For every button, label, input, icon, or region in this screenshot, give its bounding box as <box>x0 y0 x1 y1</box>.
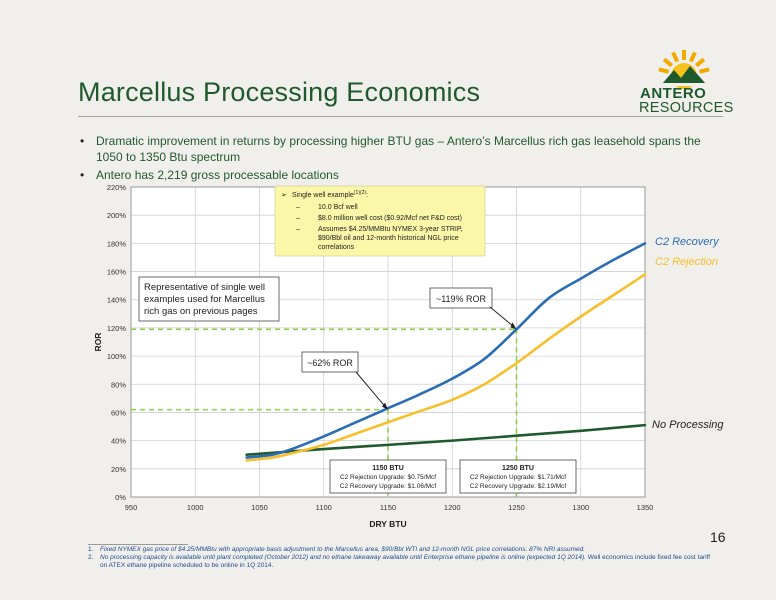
series-line-c2-recovery <box>245 242 647 459</box>
y-tick-label: 40% <box>111 437 126 446</box>
footnotes: 1. Fixed NYMEX gas price of $4.25/MMBtu … <box>88 546 713 570</box>
y-tick-label: 120% <box>107 324 127 333</box>
arrowhead-icon <box>382 402 388 410</box>
callout-item: $8.0 million well cost ($0.92/Mcf net F&… <box>318 215 462 222</box>
series-line-c2-rejection <box>245 273 647 462</box>
arrow-bullet-icon: ➢ <box>281 192 287 199</box>
x-tick-label: 950 <box>125 503 138 512</box>
btu-box-line: C2 Recovery Upgrade: $2.19/Mcf <box>470 483 567 490</box>
y-tick-label: 80% <box>111 380 126 389</box>
footnote-2: 2. No processing capacity is available u… <box>88 554 711 569</box>
x-tick-label: 1100 <box>316 503 332 512</box>
ror-callout-label: ~119% ROR <box>436 294 487 304</box>
page-title: Marcellus Processing Economics <box>78 77 481 107</box>
antero-logo-icon <box>658 50 710 89</box>
footnote-1: 1. Fixed NYMEX gas price of $4.25/MMBtu … <box>88 546 586 553</box>
x-tick-label: 1000 <box>187 503 204 512</box>
x-tick-label: 1350 <box>637 503 654 512</box>
arrowhead-icon <box>510 322 517 330</box>
x-tick-label: 1250 <box>508 503 525 512</box>
y-tick-label: 140% <box>107 296 127 305</box>
note-box-line: examples used for Marcellus <box>144 294 265 305</box>
btu-upgrade-box <box>459 459 577 494</box>
x-tick-label: 1300 <box>572 503 589 512</box>
y-tick-label: 220% <box>107 183 127 192</box>
page-number: 16 <box>710 529 726 545</box>
btu-box-title: 1150 BTU <box>372 465 404 472</box>
bullet-item: Dramatic improvement in returns by proce… <box>78 133 718 165</box>
representative-note-box <box>138 276 280 322</box>
ror-callout-arrow <box>489 306 515 328</box>
y-tick-label: 0% <box>115 493 126 502</box>
logo-name: ANTERO <box>640 85 707 102</box>
y-tick-label: 100% <box>107 352 127 361</box>
x-axis-title: DRY BTU <box>369 519 406 529</box>
y-tick-label: 160% <box>107 268 127 277</box>
ror-callout-box <box>429 287 493 309</box>
callout-item: 10.0 Bcf well <box>318 204 358 211</box>
series-label: No Processing <box>652 419 724 431</box>
series-label: C2 Rejection <box>655 256 718 268</box>
btu-box-line: C2 Rejection Upgrade: $1.71/Mcf <box>470 474 566 481</box>
callout-item: correlations <box>318 244 355 251</box>
footnote-divider <box>88 544 188 545</box>
logo-subname: RESOURCES <box>639 100 734 116</box>
btu-box-title: 1250 BTU <box>502 465 534 472</box>
note-box-line: rich gas on previous pages <box>144 306 258 317</box>
y-tick-label: 60% <box>111 408 126 417</box>
ror-callout-label: ~62% ROR <box>307 358 353 368</box>
btu-box-line: C2 Recovery Upgrade: $1.06/Mcf <box>340 483 437 490</box>
btu-box-line: C2 Rejection Upgrade: $0.75/Mcf <box>340 474 436 481</box>
callout-heading: Single well example(1)(2): <box>292 190 368 199</box>
x-tick-label: 1050 <box>251 503 268 512</box>
ror-callout-box <box>301 351 359 373</box>
bullet-list: Dramatic improvement in returns by proce… <box>78 133 718 185</box>
series-label: C2 Recovery <box>655 236 720 248</box>
x-tick-label: 1150 <box>380 503 396 512</box>
y-tick-label: 200% <box>107 211 127 220</box>
callout-dash: – <box>296 204 300 211</box>
y-tick-label: 20% <box>111 465 126 474</box>
callout-dash: – <box>296 215 300 222</box>
single-well-example-box <box>274 185 486 257</box>
callout-item: $90/Bbl oil and 12-month historical NGL … <box>318 235 459 242</box>
callout-item: Assumes $4.25/MMBtu NYMEX 3-year STRIP, <box>318 226 463 233</box>
bullet-item: Antero has 2,219 gross processable locat… <box>78 167 718 183</box>
note-box-line: Representative of single well <box>144 282 265 293</box>
series-line-no-processing <box>245 423 647 457</box>
title-divider <box>78 116 723 117</box>
y-tick-label: 180% <box>107 239 127 248</box>
y-axis-title: ROR <box>93 333 103 352</box>
x-tick-label: 1200 <box>444 503 461 512</box>
ror-callout-arrow <box>355 371 387 408</box>
callout-dash: – <box>296 226 300 233</box>
btu-upgrade-box <box>329 459 447 494</box>
